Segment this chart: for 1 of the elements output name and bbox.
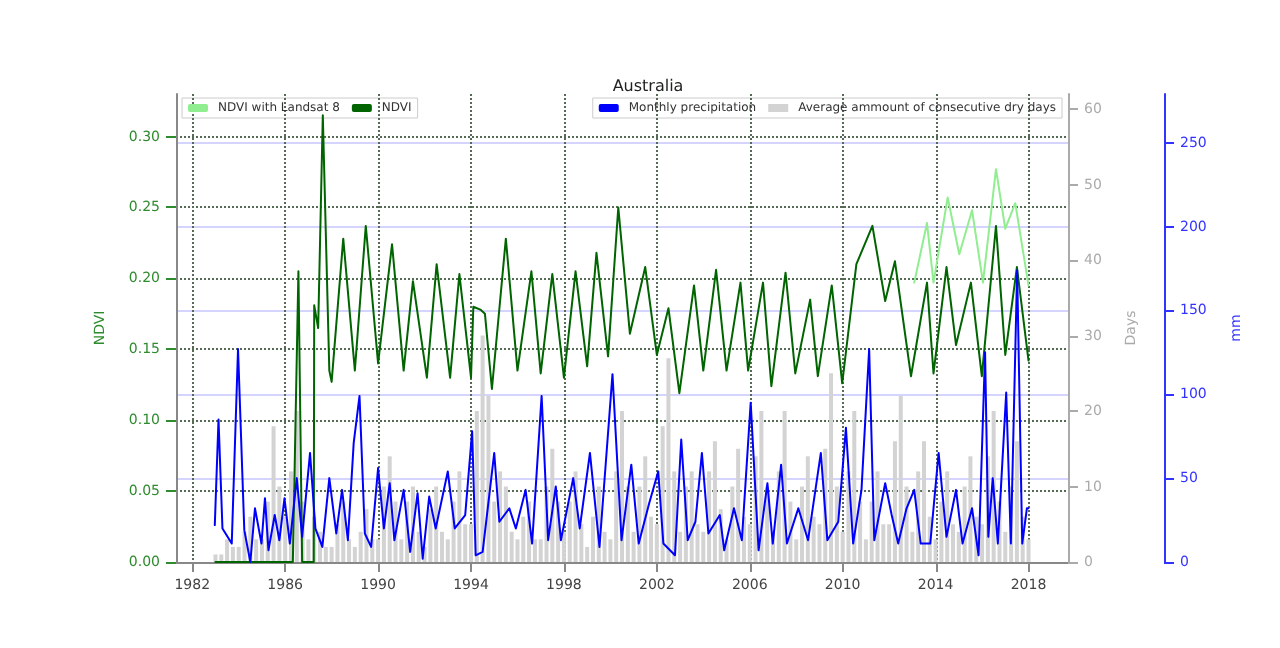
chart-title: Australia [612, 77, 684, 95]
